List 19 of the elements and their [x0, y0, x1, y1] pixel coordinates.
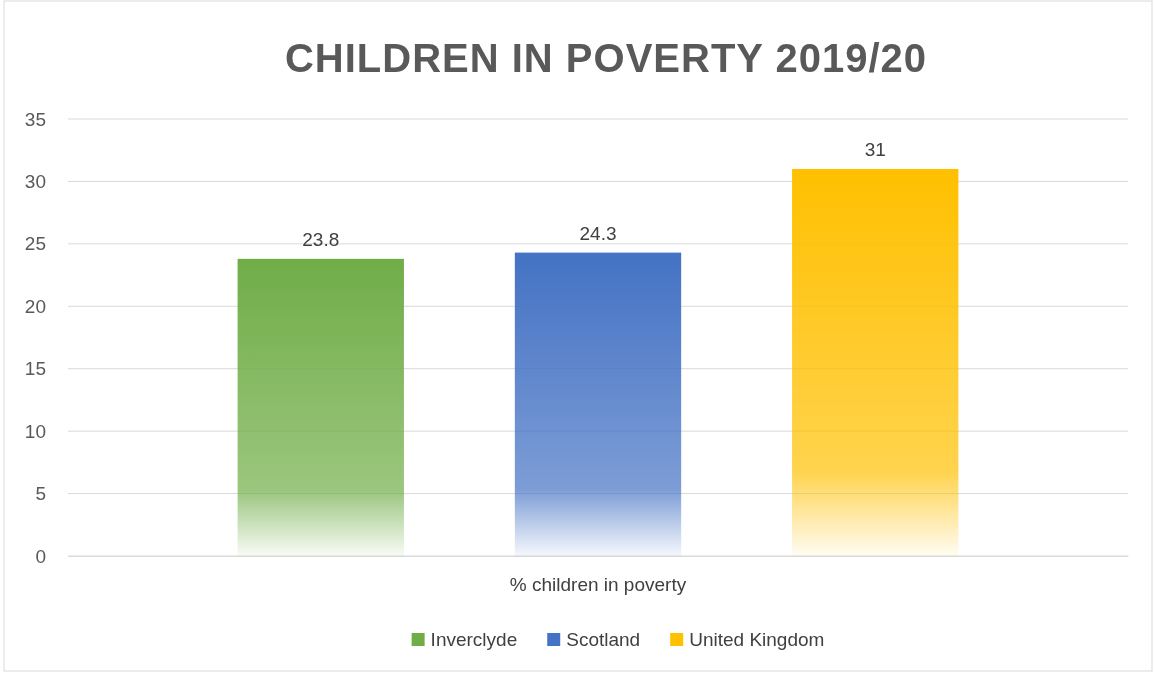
data-label: 24.3 — [579, 222, 617, 244]
y-tick-label: 5 — [35, 483, 46, 505]
y-tick-label: 0 — [35, 545, 46, 567]
data-label: 31 — [864, 138, 886, 160]
y-tick-label: 15 — [24, 358, 46, 380]
legend-label: Inverclyde — [430, 629, 518, 650]
legend-label: Scotland — [566, 629, 641, 650]
data-label: 23.8 — [302, 228, 340, 250]
bar — [237, 258, 404, 556]
legend-label: United Kingdom — [689, 629, 825, 650]
y-tick-label: 10 — [24, 420, 46, 442]
y-tick-label: 25 — [24, 233, 46, 255]
x-tick-label: % children in poverty — [509, 574, 687, 596]
y-tick-label: 30 — [24, 171, 46, 193]
y-tick-label: 35 — [24, 108, 46, 130]
bar — [514, 252, 682, 556]
bar — [792, 168, 959, 556]
y-tick-label: 20 — [24, 295, 46, 317]
chart-title: CHILDREN IN POVERTY 2019/20 — [284, 36, 928, 80]
